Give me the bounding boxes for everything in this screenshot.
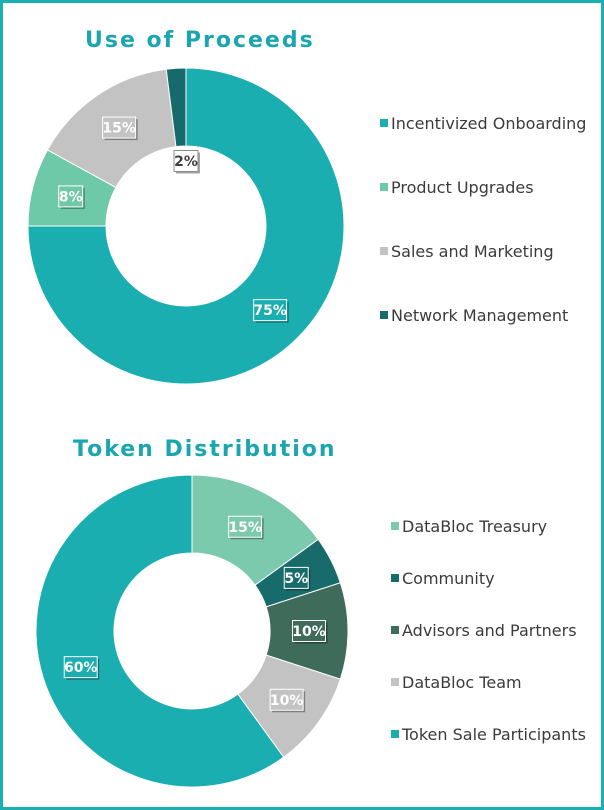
data-label-text: 10% [292,624,326,640]
legend-swatch [380,183,388,191]
data-label-advisors-and-partners: 10% [292,620,328,644]
data-label-text: 15% [228,520,262,536]
data-label-text: 2% [174,154,198,170]
data-label-text: 75% [253,303,287,319]
data-label-incentivized-onboarding: 75% [253,299,289,323]
legend-swatch [391,522,399,530]
legend-swatch [391,626,399,634]
legend-label: Community [402,569,495,588]
legend-label: Product Upgrades [391,178,534,197]
data-label-sales-and-marketing: 15% [102,116,138,141]
data-label-text: 10% [270,693,304,709]
legend-label: Token Sale Participants [402,725,586,744]
legend-swatch [380,311,388,319]
legend-label: Advisors and Partners [402,621,577,640]
legend-swatch [380,119,388,127]
data-label-token-sale-participants: 60% [63,656,100,680]
data-label-text: 8% [59,189,83,205]
legend-label: DataBloc Team [402,673,522,692]
data-label-text: 15% [102,121,136,137]
legend-label: Incentivized Onboarding [391,114,587,133]
data-label-text: 5% [284,571,308,587]
donut-slice-token-sale-participants [35,474,285,788]
legend-swatch [391,574,399,582]
data-label-databloc-treasury: 15% [228,515,264,540]
legend-swatch [391,730,399,738]
donut-chart-proceeds: 75% 8% 15% 2% [27,67,345,385]
legend-label: Sales and Marketing [391,242,554,261]
donut-slice-network-management [165,67,187,148]
legend-swatch [391,678,399,686]
legend-label: DataBloc Treasury [402,517,548,536]
legend-label: Network Management [391,306,569,325]
chart-title-distribution: Token Distribution [73,437,337,462]
data-label-product-upgrades: 8% [58,185,85,209]
data-label-community: 5% [283,566,311,591]
data-label-databloc-team: 10% [269,688,306,713]
data-label-network-management: 2% [173,150,200,174]
chart-title-proceeds: Use of Proceeds [85,28,315,53]
data-label-text: 60% [64,660,98,676]
legend-swatch [380,247,388,255]
